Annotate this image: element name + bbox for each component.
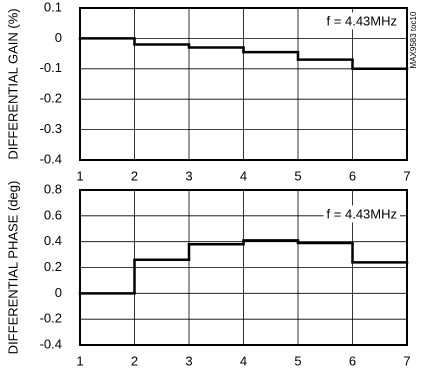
y-tick-label: -0.1 (40, 60, 62, 75)
x-tick-label: 2 (131, 168, 138, 183)
x-tick-label: 1 (76, 353, 83, 368)
x-tick-label: 4 (240, 168, 247, 183)
annotation-background (323, 205, 400, 223)
y-tick-label: -0.4 (40, 151, 62, 166)
x-tick-label: 4 (240, 353, 247, 368)
x-tick-label: 2 (131, 353, 138, 368)
x-tick-label: 5 (294, 353, 301, 368)
x-tick-label: 7 (403, 168, 410, 183)
y-tick-label: 0.2 (44, 259, 62, 274)
y-tick-label: -0.4 (40, 336, 62, 351)
y-tick-label: 0.6 (44, 207, 62, 222)
y-axis-label: DIFFERENTIAL PHASE (deg) (5, 181, 20, 355)
x-tick-label: 6 (349, 168, 356, 183)
annotation: f = 4.43MHz (327, 206, 397, 221)
side-label: MAX9583 toc10 (409, 11, 418, 68)
y-tick-label: 0 (55, 30, 62, 45)
y-tick-label: 0.4 (44, 233, 62, 248)
x-tick-label: 3 (185, 168, 192, 183)
y-tick-label: -0.2 (40, 311, 62, 326)
x-tick-label: 3 (185, 353, 192, 368)
y-tick-label: 0.1 (44, 0, 62, 14)
plot-frame (79, 189, 408, 346)
y-tick-label: -0.3 (40, 121, 62, 136)
annotation-background (323, 12, 400, 30)
y-tick-label: 0 (55, 285, 62, 300)
y-tick-label: -0.2 (40, 91, 62, 106)
plot-frame (79, 7, 408, 161)
x-tick-label: 1 (76, 168, 83, 183)
x-tick-label: 7 (403, 353, 410, 368)
y-axis-label: DIFFERENTIAL GAIN (%) (5, 8, 20, 159)
x-tick-label: 6 (349, 353, 356, 368)
x-tick-label: 5 (294, 168, 301, 183)
annotation: f = 4.43MHz (327, 13, 397, 28)
y-tick-label: 0.8 (44, 181, 62, 196)
